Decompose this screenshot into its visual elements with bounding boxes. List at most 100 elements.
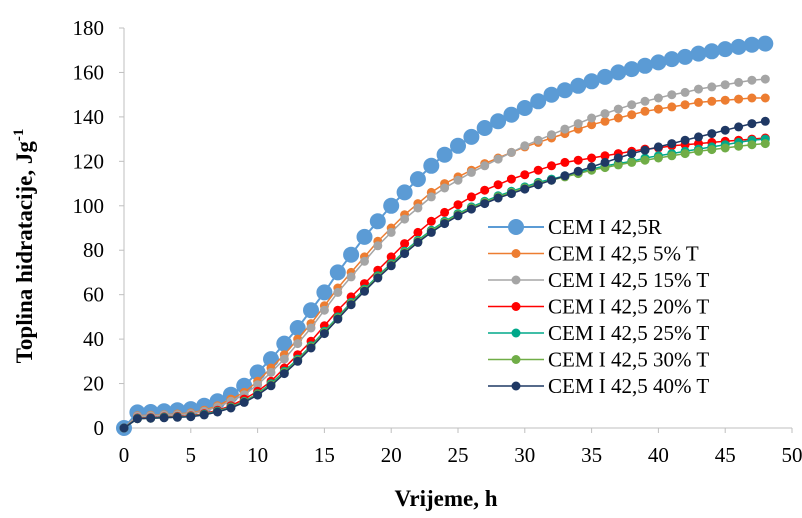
data-point (386, 261, 396, 271)
data-point (400, 214, 410, 224)
data-point (239, 397, 249, 407)
data-point (476, 120, 493, 136)
data-point (600, 151, 610, 161)
data-point (707, 129, 717, 139)
y-tick-label: 60 (83, 283, 104, 307)
y-axis-title-main: Toplina hidratacije, Jg (12, 141, 37, 364)
y-tick-label: 80 (83, 238, 104, 262)
data-point (413, 227, 423, 237)
data-point (667, 102, 677, 112)
data-point (386, 227, 396, 237)
y-tick-label: 120 (73, 149, 105, 173)
data-point (369, 213, 386, 230)
data-point (587, 153, 597, 163)
data-point (667, 139, 677, 149)
data-point (360, 286, 369, 296)
data-point (650, 54, 667, 71)
data-point (627, 110, 637, 120)
data-point (600, 116, 610, 126)
data-point (556, 82, 573, 99)
data-point (694, 132, 703, 142)
data-point (627, 100, 637, 110)
data-point (119, 423, 129, 433)
data-point (303, 302, 319, 319)
data-point (453, 200, 463, 210)
data-point (276, 335, 293, 352)
legend-marker (511, 249, 521, 258)
legend-label: CEM I 42,5 5% T (548, 242, 699, 266)
data-point (637, 57, 653, 74)
data-point (453, 211, 463, 221)
data-point (560, 171, 570, 181)
legend-marker (511, 302, 521, 311)
data-point (146, 413, 156, 423)
data-point (690, 45, 707, 62)
data-point (346, 272, 356, 282)
legend-label: CEM I 42,5 40% T (548, 374, 709, 398)
data-point (333, 314, 343, 324)
data-point (333, 305, 343, 315)
data-point (319, 329, 329, 339)
data-point (480, 199, 490, 209)
data-point (506, 189, 516, 199)
data-point (533, 180, 543, 190)
data-point (543, 86, 560, 103)
data-point (560, 157, 570, 167)
data-point (360, 256, 369, 266)
data-point (720, 95, 730, 105)
data-point (413, 203, 423, 213)
data-point (694, 84, 703, 94)
data-point (613, 104, 623, 114)
data-point (667, 151, 677, 161)
x-tick-label: 25 (448, 443, 469, 467)
data-point (400, 249, 410, 259)
data-point (680, 87, 690, 97)
data-point (613, 160, 623, 170)
data-point (319, 305, 329, 315)
data-point (329, 264, 346, 281)
data-point (426, 192, 436, 202)
y-tick-label: 40 (83, 327, 104, 351)
x-tick-label: 5 (186, 443, 197, 467)
data-point (653, 104, 663, 114)
data-point (440, 183, 450, 193)
data-point (132, 414, 142, 424)
data-point (653, 142, 663, 152)
y-tick-label: 0 (94, 416, 105, 440)
data-point (680, 100, 690, 110)
data-point (583, 73, 600, 90)
data-point (172, 412, 182, 422)
x-tick-label: 15 (314, 443, 335, 467)
data-point (480, 185, 490, 195)
data-point (720, 125, 730, 135)
data-point (279, 369, 289, 379)
data-point (573, 119, 583, 129)
y-axis-title: Toplina hidratacije, Jg-1 (11, 129, 37, 364)
data-point (530, 93, 547, 110)
data-point (600, 109, 610, 119)
data-point (289, 320, 306, 336)
legend-marker (511, 275, 521, 285)
data-point (694, 146, 703, 156)
data-point (610, 64, 627, 81)
x-tick-label: 10 (247, 443, 268, 467)
data-point (677, 48, 694, 65)
data-point (493, 180, 503, 190)
data-point (627, 157, 637, 167)
data-point (266, 381, 276, 391)
data-point (730, 38, 747, 55)
legend-entry: CEM I 42,5 20% T (488, 295, 709, 319)
data-point (493, 193, 503, 203)
data-point (213, 407, 222, 417)
data-point (253, 390, 263, 400)
data-point (506, 174, 516, 184)
data-point (396, 184, 413, 201)
data-point (480, 161, 490, 171)
data-point (613, 153, 623, 163)
data-point (306, 343, 316, 353)
data-point (587, 162, 597, 172)
x-tick-label: 0 (119, 443, 130, 467)
data-point (747, 119, 757, 129)
data-point (547, 130, 556, 140)
